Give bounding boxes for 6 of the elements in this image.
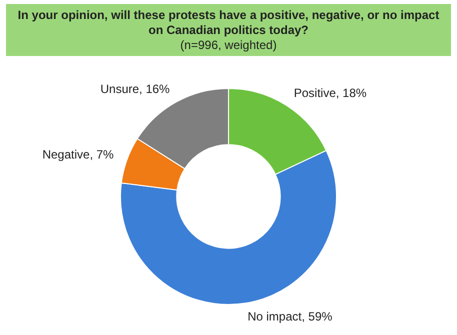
slice-label: No impact, 59%: [248, 309, 333, 324]
chart-title: In your opinion, will these protests have a positive, negative, or no impact on Canadian politics today?: [16, 8, 440, 38]
slice-label: Positive, 18%: [294, 86, 367, 100]
slice-label: Unsure, 16%: [100, 82, 170, 96]
slice-label: Negative, 7%: [42, 147, 114, 162]
chart-subtitle: (n=996, weighted): [179, 38, 278, 53]
